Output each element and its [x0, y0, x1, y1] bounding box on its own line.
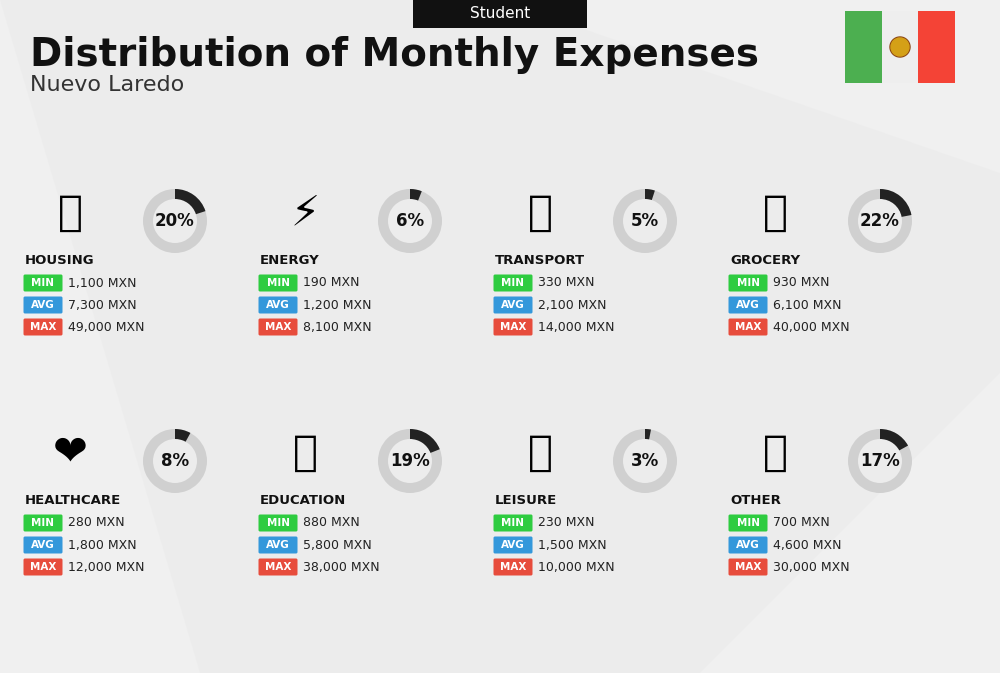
- Text: 930 MXN: 930 MXN: [773, 277, 830, 289]
- Text: 🎓: 🎓: [292, 432, 318, 474]
- FancyBboxPatch shape: [258, 559, 298, 575]
- Wedge shape: [645, 429, 651, 439]
- Text: AVG: AVG: [736, 540, 760, 550]
- Text: MIN: MIN: [32, 278, 54, 288]
- Text: 3%: 3%: [631, 452, 659, 470]
- Circle shape: [891, 38, 909, 56]
- FancyBboxPatch shape: [918, 11, 955, 83]
- Text: 880 MXN: 880 MXN: [303, 516, 360, 530]
- FancyBboxPatch shape: [258, 275, 298, 291]
- Text: GROCERY: GROCERY: [730, 254, 800, 267]
- Text: TRANSPORT: TRANSPORT: [495, 254, 585, 267]
- Text: 12,000 MXN: 12,000 MXN: [68, 561, 144, 573]
- FancyBboxPatch shape: [258, 514, 298, 532]
- Text: ⚡: ⚡: [290, 192, 320, 234]
- Text: Nuevo Laredo: Nuevo Laredo: [30, 75, 184, 95]
- Text: MIN: MIN: [502, 278, 524, 288]
- Text: 💰: 💰: [763, 432, 788, 474]
- Text: 2,100 MXN: 2,100 MXN: [538, 299, 606, 312]
- Text: AVG: AVG: [736, 300, 760, 310]
- Text: MAX: MAX: [30, 322, 56, 332]
- Text: AVG: AVG: [266, 540, 290, 550]
- Text: AVG: AVG: [501, 540, 525, 550]
- Text: AVG: AVG: [266, 300, 290, 310]
- FancyBboxPatch shape: [494, 514, 532, 532]
- Text: MIN: MIN: [266, 518, 290, 528]
- Text: MAX: MAX: [500, 562, 526, 572]
- Text: 280 MXN: 280 MXN: [68, 516, 125, 530]
- FancyBboxPatch shape: [728, 536, 768, 553]
- Wedge shape: [613, 429, 677, 493]
- Wedge shape: [410, 429, 440, 453]
- Text: 🛍️: 🛍️: [528, 432, 552, 474]
- Text: LEISURE: LEISURE: [495, 495, 557, 507]
- Wedge shape: [848, 189, 912, 253]
- Text: 4,600 MXN: 4,600 MXN: [773, 538, 842, 551]
- Text: 7,300 MXN: 7,300 MXN: [68, 299, 137, 312]
- Wedge shape: [880, 429, 908, 450]
- Wedge shape: [143, 189, 207, 253]
- Text: MIN: MIN: [736, 518, 760, 528]
- FancyBboxPatch shape: [728, 559, 768, 575]
- Text: 19%: 19%: [390, 452, 430, 470]
- Wedge shape: [143, 429, 207, 493]
- Text: 1,500 MXN: 1,500 MXN: [538, 538, 607, 551]
- Text: 1,800 MXN: 1,800 MXN: [68, 538, 137, 551]
- Text: 🛒: 🛒: [763, 192, 788, 234]
- Wedge shape: [645, 189, 655, 200]
- Text: ENERGY: ENERGY: [260, 254, 320, 267]
- Text: MIN: MIN: [502, 518, 524, 528]
- FancyBboxPatch shape: [494, 318, 532, 336]
- Wedge shape: [175, 189, 205, 214]
- Text: AVG: AVG: [31, 300, 55, 310]
- Text: Student: Student: [470, 7, 530, 22]
- Text: HOUSING: HOUSING: [25, 254, 95, 267]
- Text: OTHER: OTHER: [730, 495, 781, 507]
- Text: EDUCATION: EDUCATION: [260, 495, 346, 507]
- Text: 700 MXN: 700 MXN: [773, 516, 830, 530]
- Wedge shape: [613, 189, 677, 253]
- Text: MAX: MAX: [265, 562, 291, 572]
- Text: MAX: MAX: [30, 562, 56, 572]
- FancyBboxPatch shape: [494, 275, 532, 291]
- FancyBboxPatch shape: [728, 275, 768, 291]
- Text: 🏢: 🏢: [58, 192, 82, 234]
- FancyBboxPatch shape: [258, 536, 298, 553]
- FancyBboxPatch shape: [24, 275, 62, 291]
- Circle shape: [890, 37, 910, 57]
- Wedge shape: [410, 189, 422, 201]
- Text: ❤️: ❤️: [53, 432, 87, 474]
- Text: MIN: MIN: [266, 278, 290, 288]
- Wedge shape: [880, 189, 911, 217]
- Text: 22%: 22%: [860, 212, 900, 230]
- Wedge shape: [175, 429, 190, 441]
- Text: MAX: MAX: [735, 322, 761, 332]
- FancyBboxPatch shape: [24, 536, 62, 553]
- FancyBboxPatch shape: [494, 536, 532, 553]
- Text: 17%: 17%: [860, 452, 900, 470]
- Text: MAX: MAX: [735, 562, 761, 572]
- FancyBboxPatch shape: [413, 0, 587, 28]
- Text: 10,000 MXN: 10,000 MXN: [538, 561, 615, 573]
- Text: 30,000 MXN: 30,000 MXN: [773, 561, 850, 573]
- Text: 20%: 20%: [155, 212, 195, 230]
- Text: 6%: 6%: [396, 212, 424, 230]
- Text: AVG: AVG: [501, 300, 525, 310]
- FancyBboxPatch shape: [24, 559, 62, 575]
- Text: 6,100 MXN: 6,100 MXN: [773, 299, 842, 312]
- Wedge shape: [378, 429, 442, 493]
- Text: 38,000 MXN: 38,000 MXN: [303, 561, 380, 573]
- Wedge shape: [378, 189, 442, 253]
- Wedge shape: [848, 429, 912, 493]
- Text: 49,000 MXN: 49,000 MXN: [68, 320, 144, 334]
- Text: 8,100 MXN: 8,100 MXN: [303, 320, 372, 334]
- FancyBboxPatch shape: [258, 297, 298, 314]
- Text: 40,000 MXN: 40,000 MXN: [773, 320, 850, 334]
- FancyBboxPatch shape: [24, 318, 62, 336]
- FancyBboxPatch shape: [24, 514, 62, 532]
- FancyBboxPatch shape: [24, 297, 62, 314]
- FancyBboxPatch shape: [728, 318, 768, 336]
- Text: 190 MXN: 190 MXN: [303, 277, 360, 289]
- Text: 5,800 MXN: 5,800 MXN: [303, 538, 372, 551]
